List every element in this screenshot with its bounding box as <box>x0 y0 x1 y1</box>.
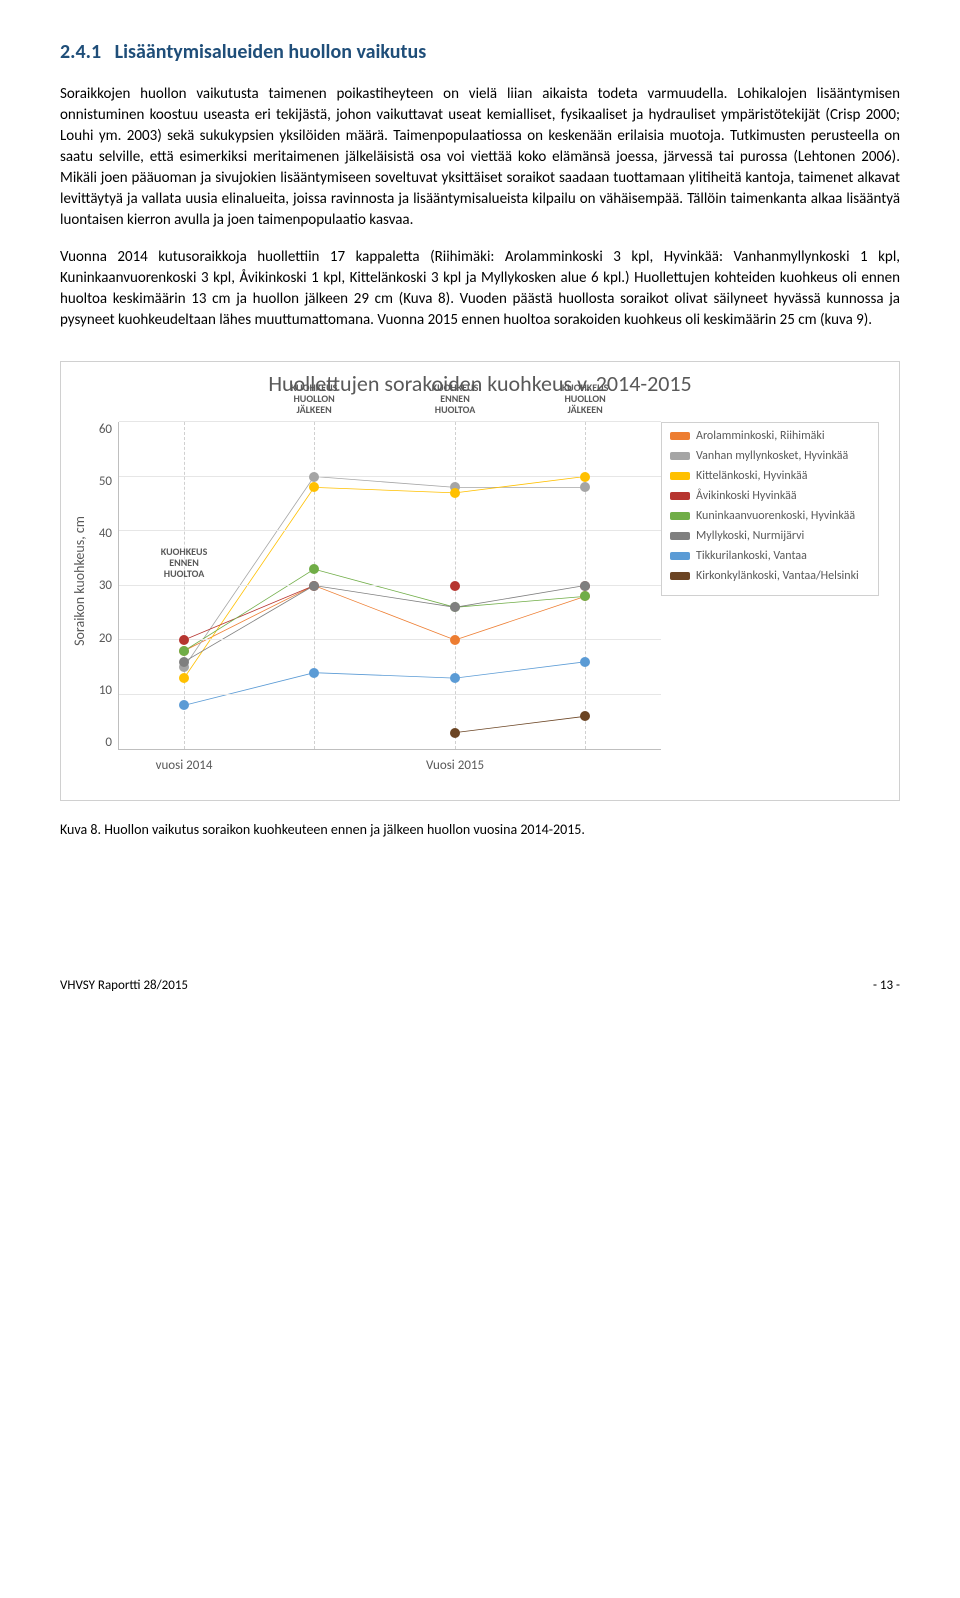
legend-item: Åvikinkoski Hyvinkää <box>670 489 870 503</box>
paragraph-1: Soraikkojen huollon vaikutusta taimenen … <box>60 84 900 231</box>
section-number: 2.4.1 <box>60 40 101 64</box>
legend-label: Åvikinkoski Hyvinkää <box>696 489 797 503</box>
chart-annotation: KUOHKEUS HUOLLON JÄLKEEN <box>291 382 338 415</box>
series-marker <box>309 482 319 492</box>
series-marker <box>179 673 189 683</box>
y-tick: 30 <box>92 578 112 593</box>
y-axis-label: Soraikon kuohkeus, cm <box>71 516 88 646</box>
legend-swatch <box>670 472 690 480</box>
chart-annotation: KUOHKEUS ENNEN HUOLTOA <box>161 546 208 579</box>
legend-label: Arolamminkoski, Riihimäki <box>696 429 825 443</box>
legend-swatch <box>670 452 690 460</box>
legend-item: Myllykoski, Nurmijärvi <box>670 529 870 543</box>
chart-annotation: KUOHKEUS ENNEN HUOLTOA <box>432 382 479 415</box>
y-tick: 40 <box>92 526 112 541</box>
series-marker <box>309 564 319 574</box>
footer-page-number: - 13 - <box>873 978 900 993</box>
y-tick: 10 <box>92 683 112 698</box>
series-marker <box>450 488 460 498</box>
legend-item: Kittelänkoski, Hyvinkää <box>670 469 870 483</box>
series-line <box>455 716 585 732</box>
series-marker <box>580 581 590 591</box>
series-marker <box>450 673 460 683</box>
legend-item: Vanhan myllynkosket, Hyvinkää <box>670 449 870 463</box>
chart-annotation: KUOHKEUS HUOLLON JÄLKEEN <box>562 382 609 415</box>
series-marker <box>450 728 460 738</box>
series-marker <box>580 472 590 482</box>
legend-item: Arolamminkoski, Riihimäki <box>670 429 870 443</box>
gridline <box>119 421 661 422</box>
footer-left: VHVSY Raportti 28/2015 <box>60 978 188 993</box>
series-marker <box>580 482 590 492</box>
legend-swatch <box>670 512 690 520</box>
legend-swatch <box>670 572 690 580</box>
gridline <box>119 530 661 531</box>
x-label: vuosi 2014 <box>156 758 213 773</box>
legend-label: Kittelänkoski, Hyvinkää <box>696 469 807 483</box>
series-marker <box>450 602 460 612</box>
series-marker <box>179 700 189 710</box>
series-line <box>184 662 585 706</box>
series-marker <box>580 657 590 667</box>
series-marker <box>179 657 189 667</box>
series-marker <box>309 668 319 678</box>
y-tick: 20 <box>92 631 112 646</box>
y-tick: 60 <box>92 422 112 437</box>
series-marker <box>580 591 590 601</box>
y-tick: 50 <box>92 474 112 489</box>
series-marker <box>179 646 189 656</box>
legend-swatch <box>670 532 690 540</box>
legend-item: Kirkonkylänkoski, Vantaa/Helsinki <box>670 569 870 583</box>
series-marker <box>450 581 460 591</box>
legend: Arolamminkoski, Riihimäki Vanhan myllynko… <box>661 422 879 596</box>
legend-swatch <box>670 432 690 440</box>
series-marker <box>309 581 319 591</box>
paragraph-2: Vuonna 2014 kutusoraikkoja huollettiin 1… <box>60 247 900 331</box>
y-axis-ticks: 60 50 40 30 20 10 0 <box>92 372 112 790</box>
legend-label: Vanhan myllynkosket, Hyvinkää <box>696 449 848 463</box>
section-heading: 2.4.1 Lisääntymisalueiden huollon vaikut… <box>60 40 900 64</box>
legend-label: Tikkurilankoski, Vantaa <box>696 549 807 563</box>
series-marker <box>580 711 590 721</box>
legend-label: Kuninkaanvuorenkoski, Hyvinkää <box>696 509 855 523</box>
chart-title: Huollettujen sorakoiden kuohkeus v. 2014… <box>61 370 899 397</box>
series-marker <box>309 472 319 482</box>
section-title: Lisääntymisalueiden huollon vaikutus <box>115 40 427 64</box>
legend-swatch <box>670 492 690 500</box>
series-marker <box>450 635 460 645</box>
page-footer: VHVSY Raportti 28/2015 - 13 - <box>60 978 900 993</box>
legend-label: Kirkonkylänkoski, Vantaa/Helsinki <box>696 569 859 583</box>
plot-area: vuosi 2014 Vuosi 2015 KUOHKEUS ENNEN HUO… <box>118 422 661 750</box>
series-line <box>184 586 585 662</box>
chart: Huollettujen sorakoiden kuohkeus v. 2014… <box>60 361 900 801</box>
gridline <box>119 639 661 640</box>
legend-label: Myllykoski, Nurmijärvi <box>696 529 804 543</box>
gridline <box>119 694 661 695</box>
series-marker <box>179 635 189 645</box>
series-line <box>184 477 585 679</box>
legend-swatch <box>670 552 690 560</box>
legend-item: Kuninkaanvuorenkoski, Hyvinkää <box>670 509 870 523</box>
legend-item: Tikkurilankoski, Vantaa <box>670 549 870 563</box>
figure-caption: Kuva 8. Huollon vaikutus soraikon kuohke… <box>60 821 900 838</box>
y-tick: 0 <box>92 735 112 750</box>
x-label: Vuosi 2015 <box>426 758 484 773</box>
